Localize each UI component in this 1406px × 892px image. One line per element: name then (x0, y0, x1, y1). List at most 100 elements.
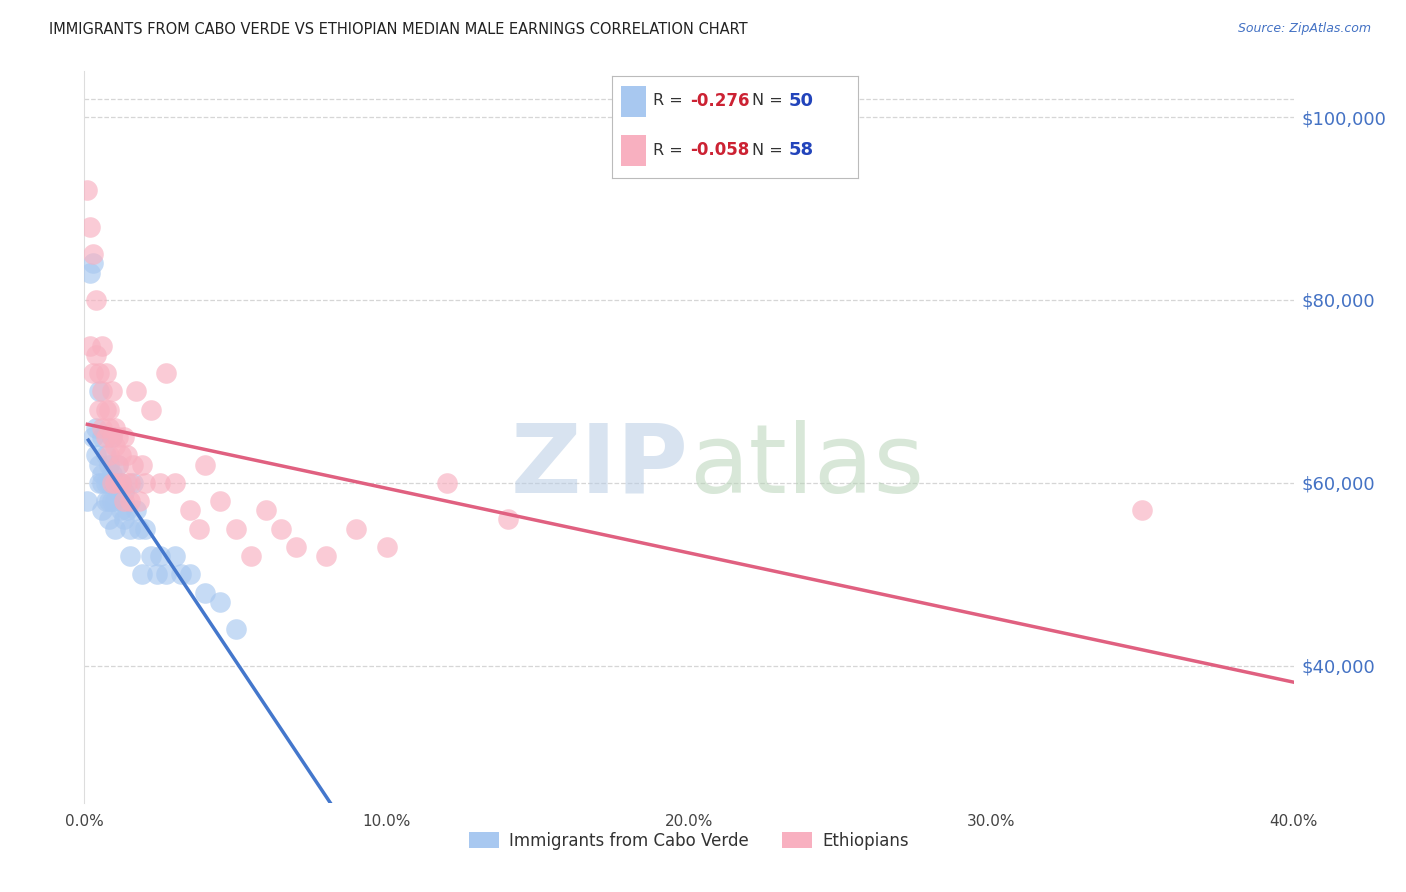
Point (100, 430, 122, 444)
Point (107, 458, 129, 472)
Point (155, 567, 177, 582)
Point (128, 521, 150, 535)
Point (89, 475, 111, 490)
Point (97, 402, 120, 417)
Point (285, 540, 308, 554)
Point (97, 458, 120, 472)
Point (104, 475, 127, 490)
Point (82, 430, 104, 444)
Point (91, 338, 114, 352)
Point (209, 494, 232, 508)
Point (254, 503, 277, 517)
Text: Source: ZipAtlas.com: Source: ZipAtlas.com (1237, 22, 1371, 36)
Text: R =: R = (654, 94, 689, 109)
Point (97, 421, 120, 435)
Point (188, 521, 211, 535)
Point (115, 475, 138, 490)
Point (112, 512, 135, 526)
Point (155, 366, 177, 380)
Point (104, 475, 127, 490)
Point (165, 549, 187, 563)
Point (104, 439, 127, 453)
Point (97, 494, 120, 508)
Point (100, 475, 122, 490)
Point (194, 458, 217, 472)
Bar (621, 87, 647, 117)
Point (134, 521, 156, 535)
Point (110, 503, 132, 517)
Point (118, 521, 141, 535)
Point (110, 475, 132, 490)
Point (97, 475, 120, 490)
Point (100, 384, 122, 399)
Point (79, 265, 101, 279)
Point (94, 494, 117, 508)
Text: N =: N = (752, 143, 787, 158)
Point (112, 484, 135, 499)
Point (86, 448, 108, 462)
Point (170, 567, 193, 582)
Legend: Immigrants from Cabo Verde, Ethiopians: Immigrants from Cabo Verde, Ethiopians (463, 825, 915, 856)
Point (149, 549, 172, 563)
Point (110, 448, 132, 462)
Point (134, 475, 156, 490)
Point (89, 384, 111, 399)
Point (375, 540, 398, 554)
Point (112, 494, 135, 508)
Point (86, 421, 108, 435)
Point (94, 475, 117, 490)
Point (179, 567, 201, 582)
Point (82, 366, 104, 380)
Point (149, 475, 172, 490)
Point (94, 448, 117, 462)
Point (86, 293, 108, 307)
Point (496, 512, 519, 526)
Point (76, 183, 98, 197)
Point (79, 219, 101, 234)
Point (125, 384, 148, 399)
Point (89, 402, 111, 417)
Point (91, 503, 114, 517)
Point (121, 458, 143, 472)
Point (315, 549, 337, 563)
Point (94, 402, 117, 417)
Point (128, 494, 150, 508)
Point (131, 458, 153, 472)
Point (104, 421, 127, 435)
Text: 58: 58 (789, 141, 814, 159)
Point (79, 338, 101, 352)
Point (115, 448, 138, 462)
Point (110, 475, 132, 490)
Point (436, 475, 458, 490)
Point (270, 521, 292, 535)
Text: atlas: atlas (689, 420, 924, 513)
Point (91, 430, 114, 444)
Point (107, 458, 129, 472)
Point (91, 421, 114, 435)
Point (91, 467, 114, 481)
Point (139, 402, 162, 417)
Point (94, 430, 117, 444)
Point (118, 494, 141, 508)
Point (115, 503, 138, 517)
Point (76, 494, 98, 508)
Text: ZIP: ZIP (510, 420, 689, 513)
Point (107, 430, 129, 444)
Point (194, 585, 217, 599)
Point (104, 521, 127, 535)
Point (1130, 503, 1153, 517)
Point (100, 467, 122, 481)
Point (112, 430, 135, 444)
Bar (621, 136, 647, 166)
Point (118, 549, 141, 563)
Point (89, 366, 111, 380)
Point (118, 475, 141, 490)
Point (97, 448, 120, 462)
Point (100, 430, 122, 444)
Text: -0.058: -0.058 (690, 141, 749, 159)
Point (225, 622, 247, 636)
Point (89, 458, 111, 472)
Point (225, 521, 247, 535)
Point (82, 247, 104, 261)
Point (125, 503, 148, 517)
